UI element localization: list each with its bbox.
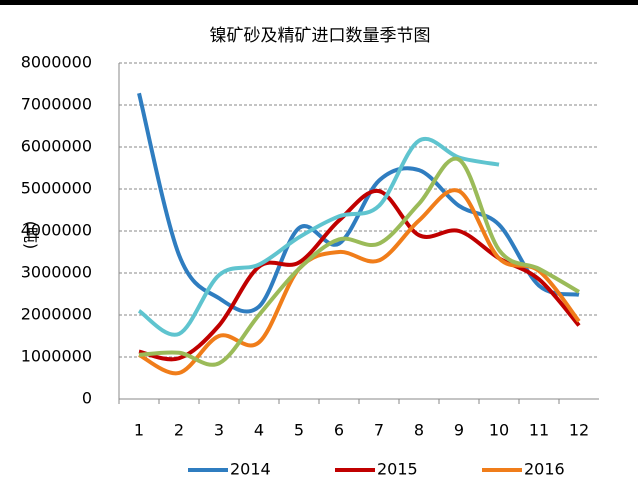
y-tick-label: 7000000 [21,95,92,114]
y-tick-label: 8000000 [21,53,92,72]
line-series [138,156,581,367]
top-border [0,0,638,5]
x-tick-label: 1 [134,421,144,440]
line-series [138,188,581,376]
y-tick-label: 0 [82,389,92,408]
x-tick-label: 9 [454,421,464,440]
y-tick-label: 4000000 [21,221,92,240]
y-tick-label: 5000000 [21,179,92,198]
line-series [137,136,500,337]
legend-label: 2016 [524,460,565,479]
x-tick-label: 12 [569,421,589,440]
chart-title: 镍矿砂及精矿进口数量季节图 [210,26,431,46]
x-tick-label: 3 [214,421,224,440]
y-tick-label: 2000000 [21,305,92,324]
x-tick-label: 4 [254,421,264,440]
x-tick-label: 8 [414,421,424,440]
y-tick-label: 1000000 [21,347,92,366]
x-tick-label: 11 [529,421,549,440]
legend-label: 2015 [377,460,418,479]
y-tick-label: 3000000 [21,263,92,282]
x-tick-label: 5 [294,421,304,440]
line-series [137,92,580,314]
y-axis-label: (吨) [22,221,41,250]
x-tick-label: 2 [174,421,184,440]
y-tick-label: 6000000 [21,137,92,156]
x-tick-label: 10 [489,421,509,440]
x-tick-label: 6 [334,421,344,440]
legend-label: 2014 [230,460,271,479]
x-tick-label: 7 [374,421,384,440]
